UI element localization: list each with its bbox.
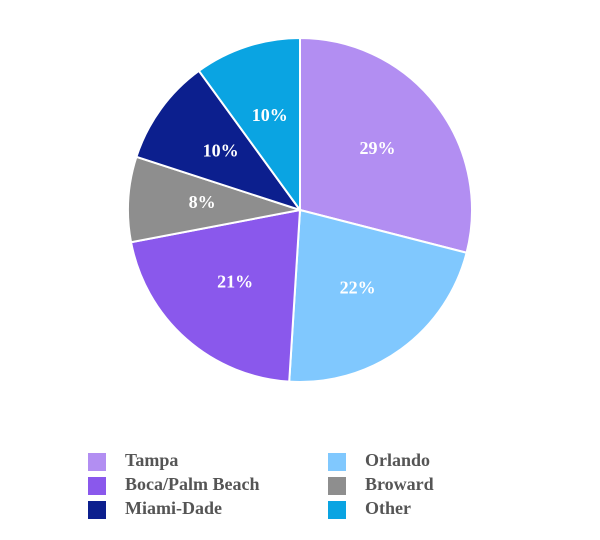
legend-swatch (88, 477, 106, 495)
legend-swatch (88, 453, 106, 471)
slice-label: 22% (340, 277, 376, 297)
legend-swatch (328, 453, 346, 471)
pie-slice (288, 208, 468, 383)
slice-label: 29% (359, 138, 395, 158)
legend-label: Other (365, 498, 411, 518)
slice-label: 8% (189, 192, 216, 212)
legend-label: Orlando (365, 450, 430, 470)
legend-swatch (88, 501, 106, 519)
slice-label: 21% (217, 272, 253, 292)
legend-swatch (328, 501, 346, 519)
pie-slice (129, 208, 302, 383)
pie-slice (299, 36, 473, 254)
legend-label: Miami-Dade (125, 498, 222, 518)
legend-swatch (328, 477, 346, 495)
slice-label: 10% (203, 140, 239, 160)
pie-slice (197, 36, 301, 214)
legend-label: Tampa (125, 450, 178, 470)
pie-slice (135, 69, 303, 212)
legend-label: Boca/Palm Beach (125, 474, 259, 494)
slice-label: 10% (252, 105, 288, 125)
legend-label: Broward (365, 474, 434, 494)
